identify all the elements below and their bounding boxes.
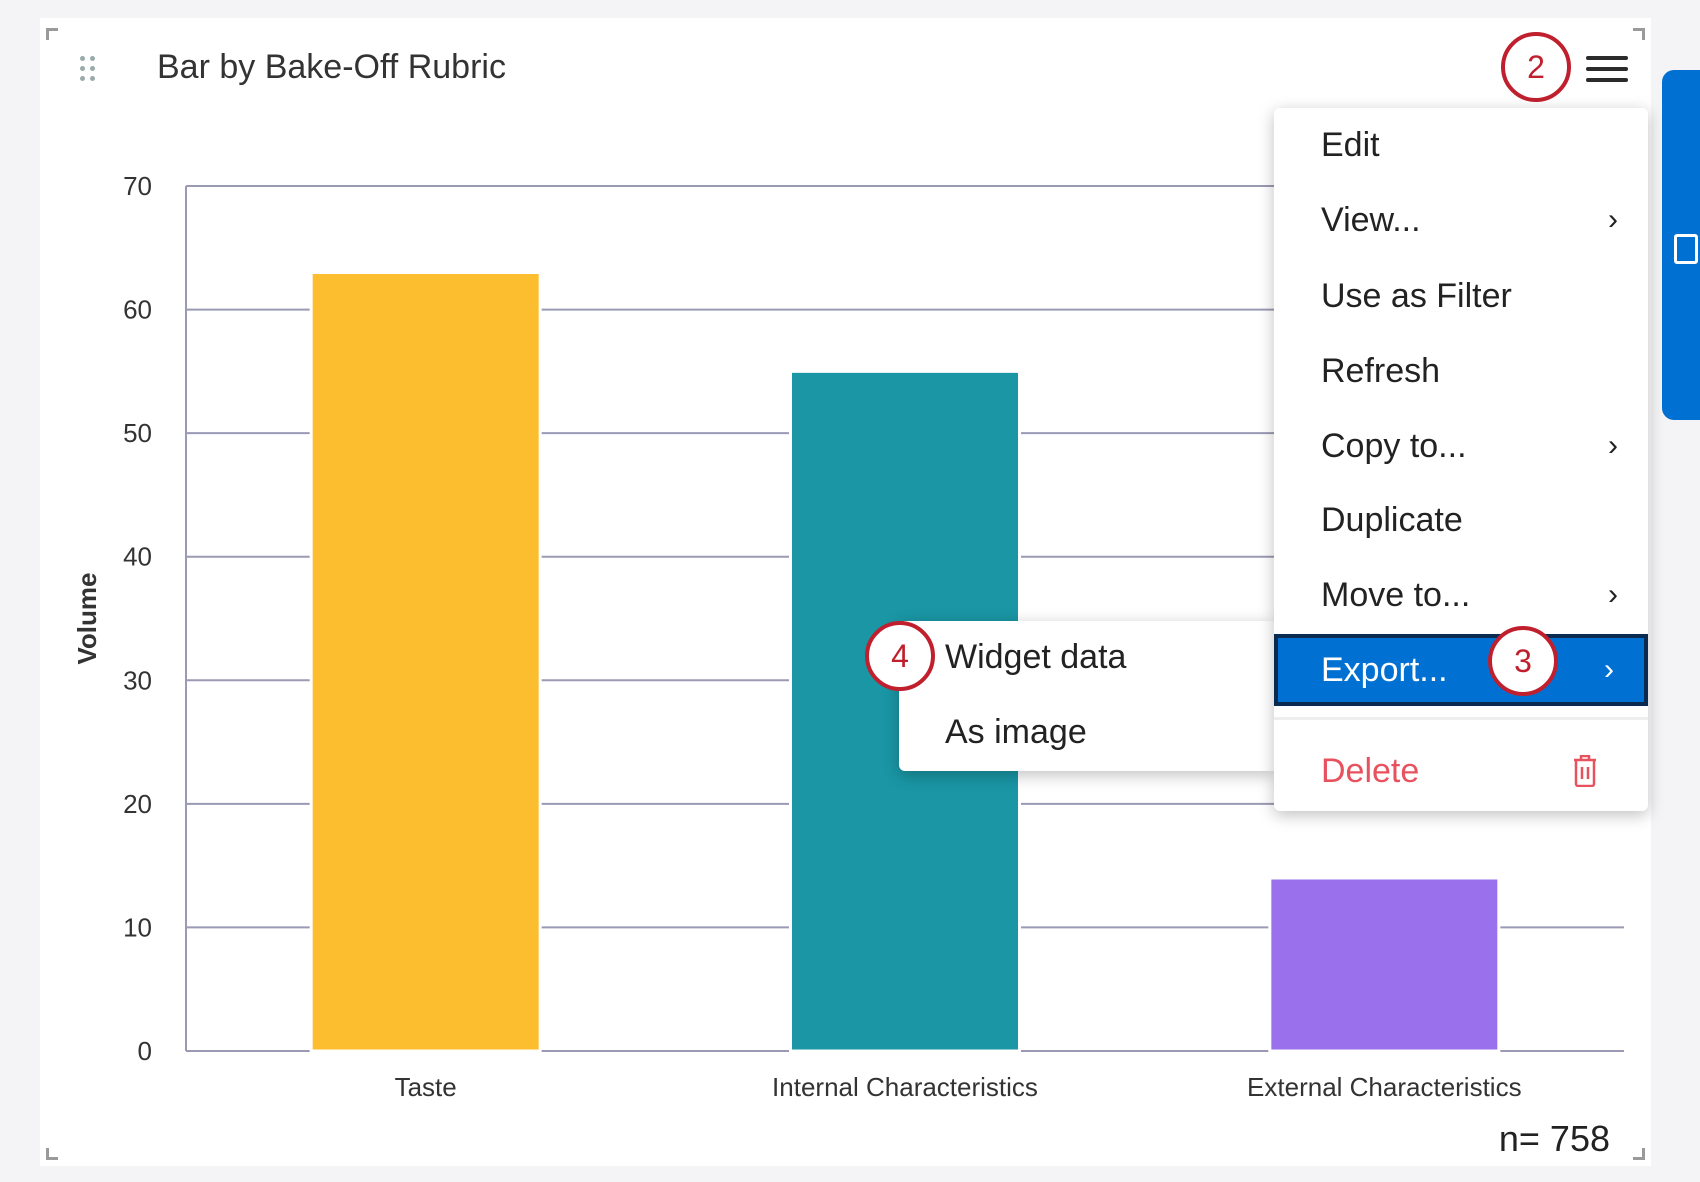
menu-item-move-to[interactable]: Move to... › <box>1274 559 1648 631</box>
resize-corner[interactable] <box>1633 1148 1645 1160</box>
menu-item-delete[interactable]: Delete <box>1274 735 1648 807</box>
menu-item-widget-data[interactable]: Widget data <box>945 638 1127 676</box>
x-tick-label: External Characteristics <box>1247 1072 1522 1102</box>
menu-item-label: Copy to... <box>1321 426 1467 465</box>
menu-item-as-image[interactable]: As image <box>945 713 1087 751</box>
step-callout-3: 3 <box>1488 626 1558 696</box>
y-tick-label: 50 <box>123 418 152 448</box>
menu-item-copy-to[interactable]: Copy to... › <box>1274 410 1648 482</box>
menu-item-label: Move to... <box>1321 575 1471 614</box>
panel-icon <box>1674 234 1698 264</box>
menu-item-view[interactable]: View... › <box>1274 184 1648 256</box>
hamburger-menu-icon[interactable] <box>1586 56 1628 82</box>
menu-item-label: Edit <box>1321 125 1380 164</box>
side-panel-tab[interactable] <box>1662 70 1700 420</box>
menu-item-label: Use as Filter <box>1321 276 1512 315</box>
menu-item-use-as-filter[interactable]: Use as Filter <box>1274 260 1648 332</box>
resize-corner[interactable] <box>46 1148 58 1160</box>
menu-item-export[interactable]: Export... › <box>1274 634 1648 706</box>
menu-item-label: Duplicate <box>1321 500 1463 539</box>
y-tick-label: 10 <box>123 912 152 942</box>
step-callout-2: 2 <box>1501 32 1571 102</box>
widget-menu: Edit View... › Use as Filter Refresh Copy… <box>1274 108 1648 811</box>
menu-item-label: Delete <box>1321 751 1420 790</box>
menu-item-label: Export... <box>1321 650 1448 689</box>
widget-title: Bar by Bake-Off Rubric <box>157 48 506 86</box>
chevron-right-icon: › <box>1608 578 1618 611</box>
y-tick-label: 0 <box>138 1036 152 1066</box>
y-tick-label: 30 <box>123 665 152 695</box>
x-tick-label: Internal Characteristics <box>772 1072 1038 1102</box>
export-submenu: Widget data As image <box>899 621 1274 771</box>
menu-item-edit[interactable]: Edit <box>1274 109 1648 181</box>
bar-taste <box>309 271 542 1053</box>
y-tick-label: 20 <box>123 789 152 819</box>
sample-size: n= 758 <box>1498 1118 1610 1159</box>
chevron-right-icon: › <box>1608 203 1618 236</box>
resize-corner[interactable] <box>46 28 58 40</box>
menu-item-label: View... <box>1321 200 1421 239</box>
trash-icon <box>1574 755 1596 787</box>
step-callout-4: 4 <box>865 621 935 691</box>
y-tick-label: 70 <box>123 171 152 201</box>
menu-divider <box>1274 717 1648 720</box>
x-tick-label: Taste <box>395 1072 457 1102</box>
menu-item-duplicate[interactable]: Duplicate <box>1274 484 1648 556</box>
chevron-right-icon: › <box>1604 653 1614 686</box>
bar-external-characteristics <box>1268 876 1501 1053</box>
y-tick-label: 40 <box>123 542 152 572</box>
y-tick-label: 60 <box>123 295 152 325</box>
y-axis-label: Volume <box>72 573 102 665</box>
menu-item-label: Refresh <box>1321 351 1441 390</box>
drag-handle-icon[interactable] <box>80 56 98 82</box>
chevron-right-icon: › <box>1608 429 1618 462</box>
menu-item-refresh[interactable]: Refresh <box>1274 335 1648 407</box>
resize-corner[interactable] <box>1633 28 1645 40</box>
